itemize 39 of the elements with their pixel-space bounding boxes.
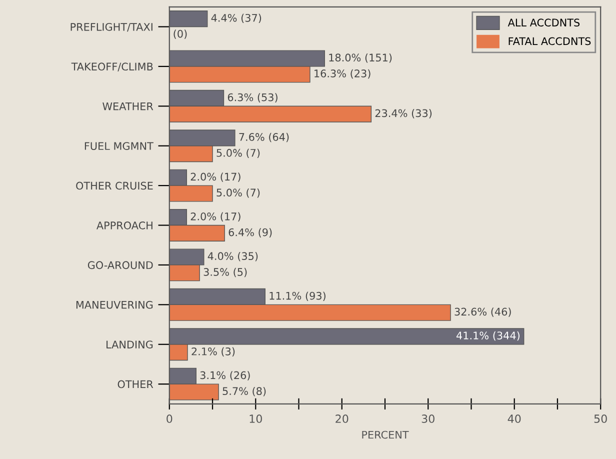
y-tick-label: TAKEOFF/CLIMB bbox=[71, 62, 153, 72]
data-label: 41.1% (344) bbox=[456, 331, 520, 341]
y-tick-label: APPROACH bbox=[96, 221, 152, 230]
data-label: 3.1% (26) bbox=[200, 371, 250, 380]
data-label: 6.3% (53) bbox=[228, 93, 278, 102]
data-label: 11.1% (93) bbox=[270, 292, 326, 301]
data-label: 6.4% (9) bbox=[228, 228, 272, 238]
x-tick-label: 50 bbox=[594, 414, 607, 423]
data-label: 7.6% (64) bbox=[239, 132, 289, 142]
data-label: 2.1% (3) bbox=[192, 347, 235, 357]
x-tick-label: 30 bbox=[422, 414, 434, 423]
x-tick-label: 0 bbox=[166, 414, 172, 423]
data-label: 4.0% (35) bbox=[208, 252, 258, 262]
legend-label: FATAL ACCDNTS bbox=[508, 37, 591, 46]
y-tick-label: OTHER CRUISE bbox=[76, 182, 153, 190]
legend-label: ALL ACCDNTS bbox=[508, 18, 580, 27]
data-label: 2.0% (17) bbox=[190, 172, 240, 182]
y-tick-label: MANEUVERING bbox=[76, 300, 153, 309]
data-label: 5.0% (7) bbox=[216, 188, 260, 198]
x-tick-label: 40 bbox=[508, 414, 521, 423]
data-label: 18.0% (151) bbox=[329, 53, 392, 63]
data-label: 5.0% (7) bbox=[216, 148, 260, 158]
data-label: 3.5% (5) bbox=[204, 268, 247, 278]
y-tick-label: PREFLIGHT/TAXI bbox=[70, 22, 152, 32]
data-label: 2.0% (17) bbox=[190, 212, 240, 222]
y-tick-label: LANDING bbox=[106, 340, 153, 348]
data-label: 4.4% (37) bbox=[211, 14, 262, 24]
data-label: 16.3% (23) bbox=[314, 69, 370, 79]
data-label: 23.4% (33) bbox=[375, 109, 432, 118]
data-label: 5.7% (8) bbox=[222, 386, 266, 396]
y-tick-label: GO-AROUND bbox=[88, 261, 153, 270]
x-axis-title: PERCENT bbox=[362, 430, 409, 439]
x-tick-label: 10 bbox=[250, 414, 262, 423]
y-tick-label: OTHER bbox=[118, 380, 154, 388]
y-tick-label: FUEL MGMNT bbox=[84, 142, 154, 150]
data-label: 32.6% (46) bbox=[454, 308, 511, 317]
data-label: (0) bbox=[174, 30, 187, 39]
x-tick-label: 20 bbox=[336, 414, 348, 423]
y-tick-label: WEATHER bbox=[102, 102, 154, 110]
